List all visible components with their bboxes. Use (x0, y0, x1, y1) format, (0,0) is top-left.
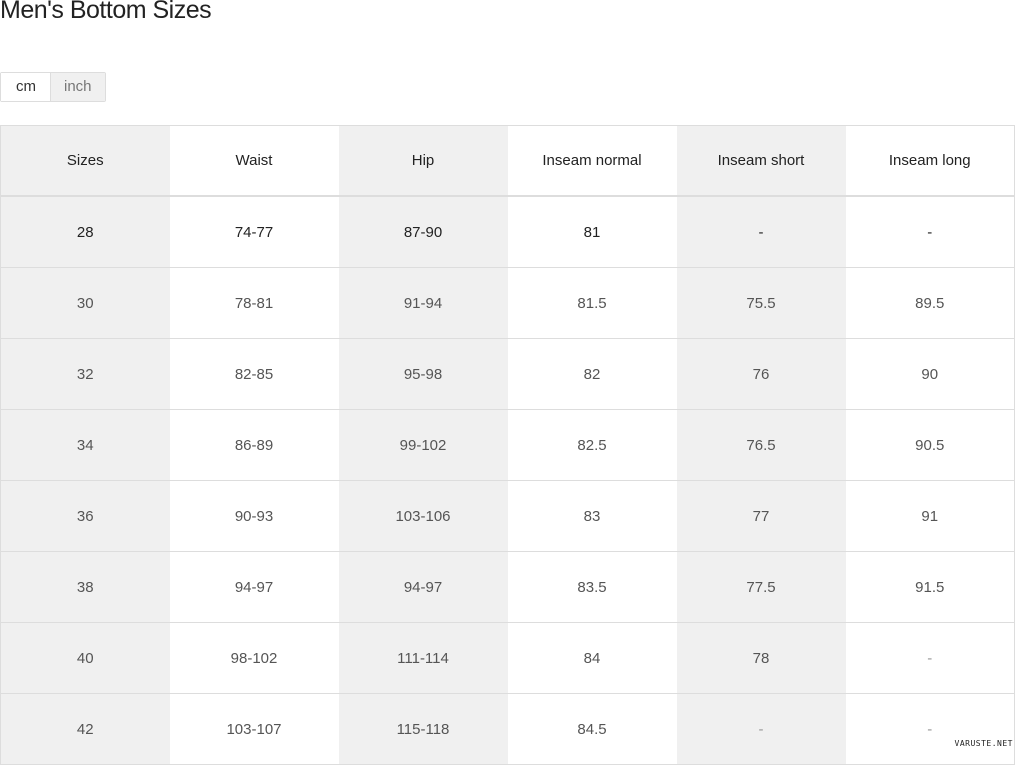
table-cell: 90-93 (169, 480, 339, 552)
table-header-row: Sizes Waist Hip Inseam normal Inseam short In… (0, 125, 1015, 197)
page-title: Men's Bottom Sizes (0, 0, 212, 24)
table-cell: 40 (0, 622, 170, 694)
table-row: 28 74-77 87-90 81- - (0, 195, 1015, 268)
table-cell: 36 (0, 480, 170, 552)
table-cell: 84 (507, 622, 677, 694)
table-cell: 90.5 (845, 409, 1015, 481)
table-cell: 103-107 (169, 693, 339, 765)
table-cell: 75.5 (676, 267, 846, 339)
table-cell: 84.5 (507, 693, 677, 765)
table-cell: 81.5 (507, 267, 677, 339)
table-row: 30 78-81 91-94 81.5 75.5 89.5 (0, 267, 1015, 339)
table-cell: 89.5 (845, 267, 1015, 339)
table-cell: 86-89 (169, 409, 339, 481)
table-cell: 83.5 (507, 551, 677, 623)
table-cell: 82-85 (169, 338, 339, 410)
table-cell: 83 (507, 480, 677, 552)
table-cell: - (845, 195, 1015, 268)
table-cell: 95-98 (338, 338, 508, 410)
table-cell: 28 (0, 195, 170, 268)
table-cell: 30 (0, 267, 170, 339)
table-cell: - (845, 693, 1015, 765)
table-cell: 76.5 (676, 409, 846, 481)
table-cell: - (676, 693, 846, 765)
table-cell: 32 (0, 338, 170, 410)
unit-toggle: cm inch (0, 72, 106, 102)
table-cell: 76 (676, 338, 846, 410)
column-header: Sizes (0, 125, 170, 197)
table-cell: 42 (0, 693, 170, 765)
table-cell: 78 (676, 622, 846, 694)
table-cell: 91.5 (845, 551, 1015, 623)
table-row: 34 86-89 99-102 82.5 76.5 90.5 (0, 409, 1015, 481)
unit-cm-button[interactable]: cm (1, 73, 51, 101)
table-cell: - (676, 195, 846, 268)
table-cell: 111-114 (338, 622, 508, 694)
table-cell: 38 (0, 551, 170, 623)
table-cell: 34 (0, 409, 170, 481)
table-cell: 99-102 (338, 409, 508, 481)
size-table: Sizes Waist Hip Inseam normal Inseam short In… (0, 125, 1015, 765)
table-cell: 91 (845, 480, 1015, 552)
column-header: Hip (338, 125, 508, 197)
table-cell: 82 (507, 338, 677, 410)
column-header: Waist (169, 125, 339, 197)
table-cell: 87-90 (338, 195, 508, 268)
table-row: 40 98-102 111-114 84 78- (0, 622, 1015, 694)
table-row: 36 90-93 103-106 83 77 91 (0, 480, 1015, 552)
column-header: Inseam short (676, 125, 846, 197)
table-row: 32 82-85 95-98 82 76 90 (0, 338, 1015, 410)
column-header: Inseam long (845, 125, 1015, 197)
table-cell: 103-106 (338, 480, 508, 552)
table-cell: 115-118 (338, 693, 508, 765)
table-cell: 94-97 (169, 551, 339, 623)
table-cell: - (845, 622, 1015, 694)
table-cell: 78-81 (169, 267, 339, 339)
table-cell: 98-102 (169, 622, 339, 694)
table-row: 42 103-107 115-118 84.5- - (0, 693, 1015, 765)
table-cell: 91-94 (338, 267, 508, 339)
table-cell: 90 (845, 338, 1015, 410)
unit-inch-button[interactable]: inch (51, 73, 105, 101)
table-cell: 74-77 (169, 195, 339, 268)
table-cell: 77.5 (676, 551, 846, 623)
table-row: 38 94-97 94-97 83.5 77.5 91.5 (0, 551, 1015, 623)
table-cell: 82.5 (507, 409, 677, 481)
table-cell: 77 (676, 480, 846, 552)
watermark: VARUSTE.NET (954, 739, 1013, 748)
column-header: Inseam normal (507, 125, 677, 197)
table-cell: 81 (507, 195, 677, 268)
table-cell: 94-97 (338, 551, 508, 623)
